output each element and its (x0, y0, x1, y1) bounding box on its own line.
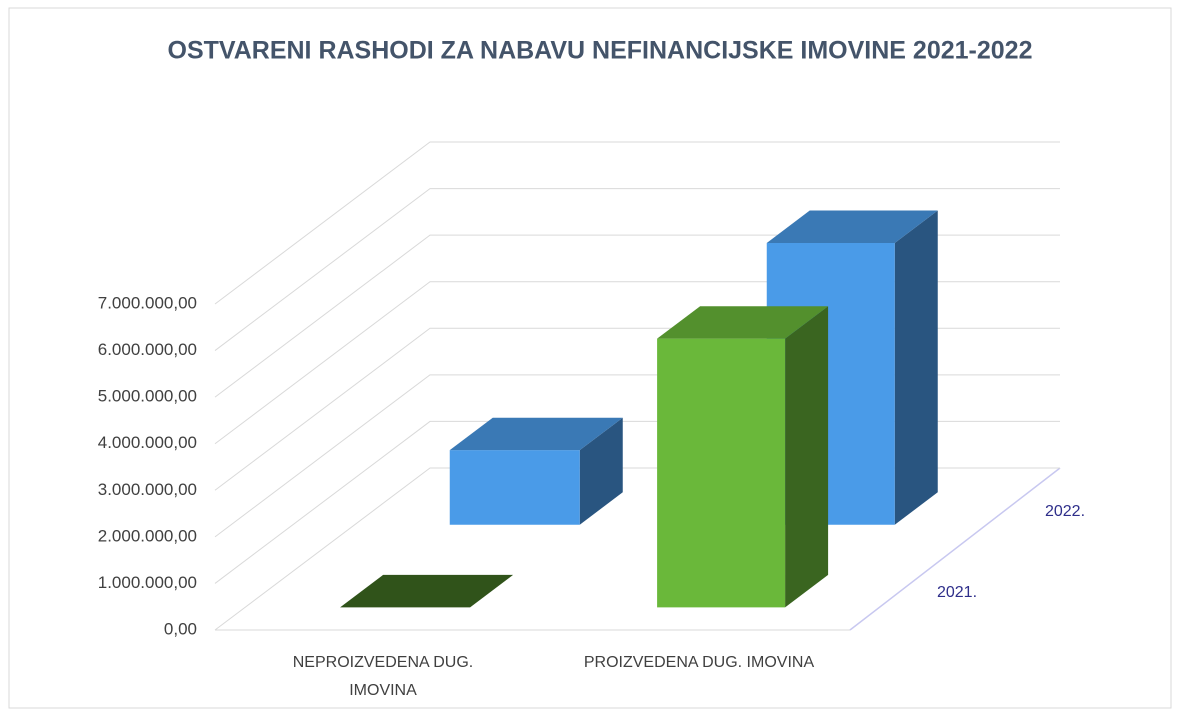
y-tick-label: 5.000.000,00 (98, 387, 197, 406)
y-tick-label: 3.000.000,00 (98, 480, 197, 499)
floor-side-edge (849, 467, 1061, 631)
bar (657, 306, 829, 608)
bar-front (449, 450, 580, 525)
bar-front (657, 338, 786, 608)
bar-top (340, 574, 514, 608)
x-tick-label: IMOVINA (349, 682, 417, 699)
bar-side (579, 417, 623, 525)
chart-title: OSTVARENI RASHODI ZA NABAVU NEFINANCIJSK… (168, 37, 1033, 65)
y-tick-label: 4.000.000,00 (98, 433, 197, 452)
y-tick-label: 7.000.000,00 (98, 293, 197, 312)
bar-side (894, 210, 938, 525)
series-label: 2022. (1045, 503, 1085, 520)
bar-top (449, 417, 623, 451)
chart-frame (8, 7, 1172, 709)
y-tick-label: 0,00 (164, 619, 197, 638)
bar-top (657, 306, 829, 339)
bar (340, 574, 514, 608)
bar-side (785, 306, 829, 608)
y-tick-label: 6.000.000,00 (98, 340, 197, 359)
grid-line (214, 188, 1060, 351)
bar-top (766, 210, 938, 243)
x-tick-label: PROIZVEDENA DUG. IMOVINA (584, 654, 815, 671)
bar (449, 417, 623, 525)
x-tick-label: NEPROIZVEDENA DUG. (293, 654, 473, 671)
y-tick-label: 1.000.000,00 (98, 573, 197, 592)
grid-line (214, 141, 1060, 305)
series-label: 2021. (937, 584, 977, 601)
y-tick-label: 2.000.000,00 (98, 526, 197, 545)
